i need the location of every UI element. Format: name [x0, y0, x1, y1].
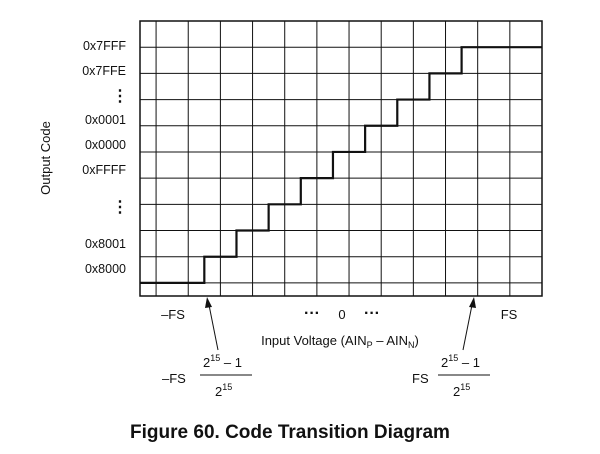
- step-transfer-line: [140, 46, 542, 285]
- figure-caption: Figure 60. Code Transition Diagram: [130, 422, 450, 443]
- x-tick-label-pos-fs: FS: [501, 307, 518, 322]
- x-axis-label-sub-p: P: [367, 340, 373, 350]
- y-tick-label: 0x0000: [85, 138, 126, 152]
- y-tick-label: 0x8000: [85, 262, 126, 276]
- pos-num-base: 2: [441, 355, 448, 370]
- x-tick-label-zero: 0: [338, 307, 345, 322]
- x-axis-label-text: Input Voltage (AIN: [261, 333, 367, 348]
- y-axis-label: Output Code: [38, 121, 53, 195]
- x-ellipsis-right: ···: [364, 305, 380, 322]
- neg-annotation-denominator: 215: [215, 382, 232, 399]
- y-tick-label: 0x7FFE: [82, 64, 126, 78]
- grid: [140, 20, 542, 296]
- pos-den-exp: 15: [460, 382, 470, 392]
- pos-annotation-arrowhead: [469, 297, 476, 308]
- pos-annotation-denominator: 215: [453, 382, 470, 399]
- pos-annotation-leader: [462, 304, 473, 351]
- y-tick-label: 0x7FFF: [83, 39, 126, 53]
- x-axis-label-mid: – AIN: [373, 333, 408, 348]
- neg-den-exp: 15: [222, 382, 232, 392]
- y-vertical-ellipsis: ⋮: [112, 88, 128, 105]
- neg-fs-annotation: –FS 215 – 1 215: [162, 353, 252, 399]
- pos-den-base: 2: [453, 384, 460, 399]
- y-vertical-ellipsis: ⋮: [112, 199, 128, 216]
- pos-annotation-numerator: 215 – 1: [441, 353, 480, 370]
- y-tick-label: 0x0001: [85, 113, 126, 127]
- x-axis-label: Input Voltage (AINP – AINN): [261, 333, 419, 350]
- neg-annotation-leader: [208, 304, 219, 351]
- pos-num-tail: – 1: [458, 355, 480, 370]
- neg-annotation-numerator: 215 – 1: [203, 353, 242, 370]
- x-ellipsis-left: ···: [304, 305, 320, 322]
- plot-frame: [139, 20, 543, 297]
- y-tick-label: 0xFFFF: [82, 163, 126, 177]
- neg-num-tail: – 1: [220, 355, 242, 370]
- neg-annotation-prefix: –FS: [162, 371, 186, 386]
- neg-num-base: 2: [203, 355, 210, 370]
- pos-fs-annotation: FS 215 – 1 215: [412, 353, 490, 399]
- pos-annotation-prefix: FS: [412, 371, 429, 386]
- neg-num-exp: 15: [210, 353, 220, 363]
- x-axis-label-close: ): [415, 333, 419, 348]
- neg-annotation-arrowhead: [205, 297, 212, 308]
- x-tick-label-neg-fs: –FS: [161, 307, 185, 322]
- neg-den-base: 2: [215, 384, 222, 399]
- pos-num-exp: 15: [448, 353, 458, 363]
- x-axis-label-sub-n: N: [408, 340, 415, 350]
- y-tick-label: 0x8001: [85, 237, 126, 251]
